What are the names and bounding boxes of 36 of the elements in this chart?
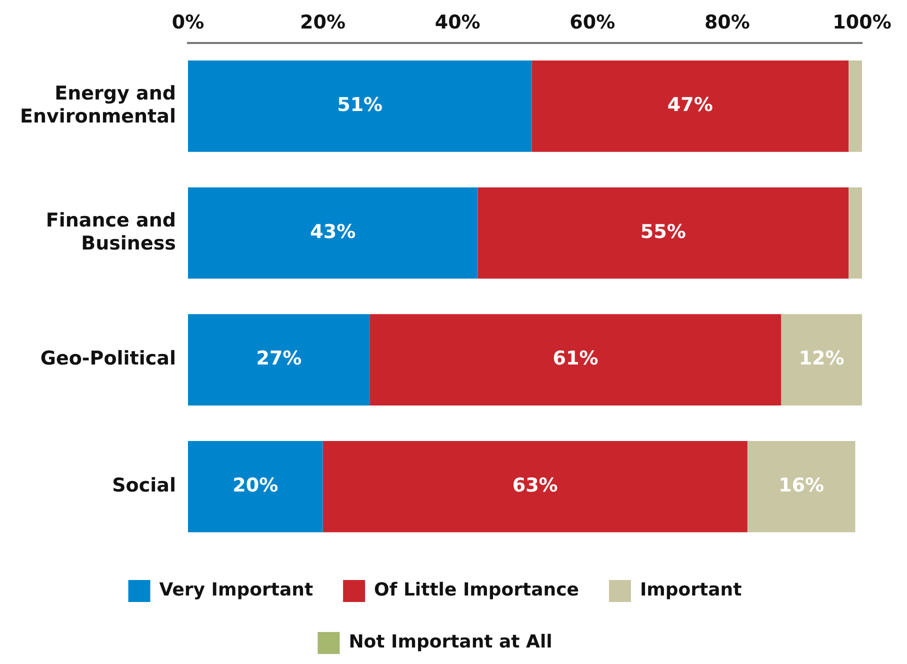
bar <box>322 440 748 532</box>
bar <box>848 60 862 152</box>
x-tick-label: 20% <box>300 11 346 34</box>
legend-label: Very Important <box>159 580 314 601</box>
y-tick-label: Geo-Political <box>40 348 176 370</box>
data-label: 12% <box>798 348 844 370</box>
x-tick-label: 100% <box>832 11 892 34</box>
legend-label: Not Important at All <box>348 632 552 653</box>
data-label: 51% <box>337 94 383 116</box>
legend-label: Of Little Importance <box>374 580 579 601</box>
data-label: 55% <box>640 220 686 243</box>
bar <box>747 440 856 532</box>
bar <box>781 314 862 406</box>
bar <box>188 60 532 152</box>
x-tick-label: 0% <box>172 11 204 34</box>
y-tick-label: Finance and Business <box>46 210 176 254</box>
y-tick-label: Social <box>112 474 176 497</box>
bar <box>478 187 849 279</box>
x-tick-label: 80% <box>704 11 750 34</box>
legend-label: Important <box>640 580 742 601</box>
data-label: 16% <box>778 474 824 497</box>
data-label: 27% <box>256 348 302 370</box>
bar <box>188 314 370 406</box>
bar <box>848 187 862 279</box>
bar <box>188 187 478 279</box>
y-tick-label: Energy and Environmental <box>20 82 176 128</box>
data-label: 43% <box>310 220 356 243</box>
bar <box>188 440 323 532</box>
x-tick-label: 40% <box>434 11 480 34</box>
bar <box>532 60 849 152</box>
data-label: 63% <box>512 474 558 497</box>
data-label: 20% <box>232 474 278 497</box>
bar <box>370 314 782 406</box>
data-label: 61% <box>552 348 598 370</box>
data-label: 47% <box>667 94 713 116</box>
x-tick-label: 60% <box>570 11 616 34</box>
